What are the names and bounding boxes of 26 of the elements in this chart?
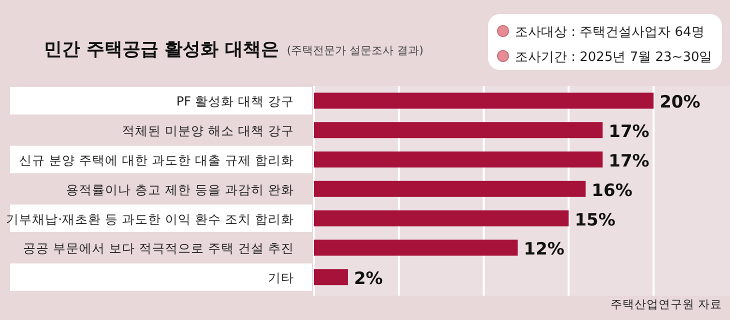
y-tick-label: 공공 부문에서 보다 적극적으로 주택 건설 추진 [23,240,294,256]
bar [314,269,348,286]
bar [314,152,603,168]
text: 조사기간 : 2025년 7월 23~30일 [515,50,712,65]
y-tick-label: 용적률이나 층고 제한 등을 과감히 완화 [66,182,294,197]
y-tick-label: 기타 [268,270,294,286]
text: 조사대상 : 주택건설사업자 64명 [515,25,704,40]
data-label: 15% [574,210,616,230]
bar [314,92,654,109]
y-tick-label: PF 활성화 대책 강구 [176,94,294,109]
data-label: 2% [354,269,383,290]
text: 민간 주택공급 활성화 대책은 [44,39,279,60]
chart-subtitle: (주택전문가 설문조사 결과) [286,44,424,57]
data-label: 20% [660,92,700,113]
bar [314,210,569,226]
bar [314,122,603,138]
data-label: 17% [608,122,650,142]
data-label: 16% [592,180,632,201]
y-tick-label: 기부채납·재초환 등 과도한 이익 환수 조치 합리화 [6,211,294,226]
y-tick-label: 적체된 미분양 해소 대책 강구 [122,123,294,138]
data-label: 17% [608,152,650,172]
bar [314,180,586,197]
data-label: 12% [524,240,564,260]
bar [314,240,518,256]
y-tick-label: 신규 분양 주택에 대한 과도한 대출 규제 합리화 [19,152,294,168]
text: 주택산업연구원 자료 [610,297,722,311]
